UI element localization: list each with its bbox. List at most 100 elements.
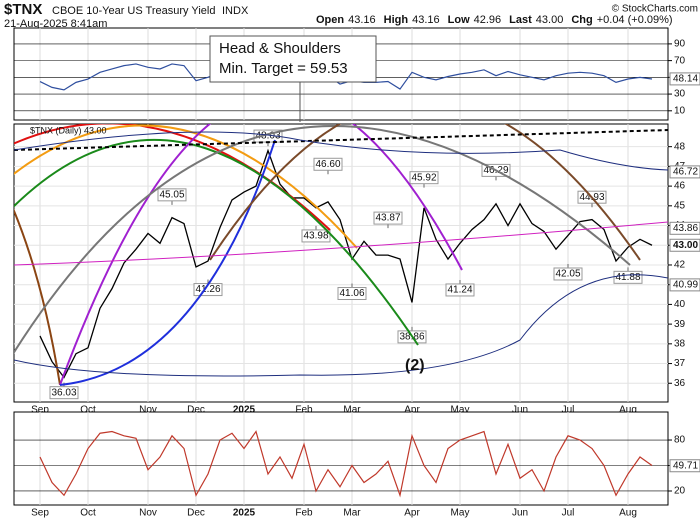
- y-tick-label: 38: [674, 338, 686, 349]
- pivot-label: 45.05: [159, 189, 184, 200]
- price-tag-label: 43.00: [673, 240, 698, 251]
- x-tick-label: Oct: [80, 508, 96, 519]
- y-tick-label: 48: [674, 141, 686, 152]
- x-tick-label: Feb: [295, 508, 313, 519]
- value-tag-label: 48.14: [673, 74, 698, 85]
- pivot-box: [313, 157, 343, 171]
- quote-value: +0.04 (+0.09%): [597, 14, 673, 26]
- moving-average: [14, 221, 668, 266]
- callout-box: [209, 35, 377, 83]
- x-tick-label: Nov: [139, 508, 157, 519]
- value-tag: [669, 459, 700, 473]
- quote-value: 43.00: [536, 14, 564, 26]
- datetime: 21-Aug-2025 8:41am: [4, 18, 107, 30]
- x-tick-label: May: [451, 508, 470, 519]
- x-tick-label: May: [451, 405, 470, 416]
- annotation: Head & Shoulders: [219, 40, 341, 57]
- panels: 103050709048.143637383940414243444546474…: [13, 27, 700, 519]
- instrument-name: CBOE 10-Year US Treasury Yield: [52, 5, 215, 17]
- arc: [209, 124, 641, 261]
- x-tick-label: Nov: [139, 405, 157, 416]
- quote-label: Chg: [571, 14, 592, 26]
- legend-entry: $TNX (Daily) 43.00: [30, 125, 107, 135]
- pivot-label: 45.92: [411, 172, 436, 183]
- price-tag: [669, 278, 700, 292]
- quote-label: Last: [509, 14, 532, 26]
- y-tick-label: 37: [674, 358, 686, 369]
- quote-label: Low: [448, 14, 470, 26]
- annotation: (2): [405, 357, 425, 374]
- pivot-label: 41.06: [339, 288, 364, 299]
- y-tick-label: 10: [674, 105, 686, 116]
- y-tick-label: 45: [674, 200, 686, 211]
- x-tick-label: Dec: [187, 508, 205, 519]
- y-tick-label: 90: [674, 39, 686, 50]
- x-tick-label: Apr: [404, 405, 420, 416]
- price-tag: [669, 221, 700, 235]
- pivot-label: 42.05: [555, 269, 580, 280]
- x-tick-label: Mar: [343, 405, 361, 416]
- pivot-label: 41.24: [447, 285, 472, 296]
- quote: Open 43.16 High 43.16 Low 42.96 Last 43.00 Chg +0…: [316, 14, 673, 26]
- x-tick-label: Sep: [31, 508, 49, 519]
- y-tick-label: 36: [674, 378, 686, 389]
- symbol: $TNX: [4, 1, 42, 18]
- arc: [14, 124, 358, 249]
- arc: [14, 125, 631, 355]
- value-tag-label: 49.71: [673, 460, 698, 471]
- pivot-box: [49, 386, 79, 400]
- y-tick-label: 80: [674, 435, 686, 446]
- cycle-arcs: [14, 124, 668, 386]
- y-tick-label: 70: [674, 55, 686, 66]
- x-tick-label: Jul: [562, 405, 575, 416]
- quote-label: Open: [316, 14, 344, 26]
- x-tick-label: Oct: [80, 405, 96, 416]
- y-tick-label: 42: [674, 260, 686, 271]
- x-tick-label: Aug: [619, 508, 637, 519]
- pivot-box: [373, 211, 403, 225]
- x-tick-label: Jul: [562, 508, 575, 519]
- y-tick-label: 20: [674, 486, 686, 497]
- y-tick-label: 39: [674, 319, 686, 330]
- pivot-box: [157, 188, 187, 202]
- quote-value: 42.96: [474, 14, 502, 26]
- x-tick-label: 2025: [233, 405, 256, 416]
- x-tick-label: Aug: [619, 405, 637, 416]
- lower-band: [14, 274, 668, 377]
- x-tick-label: Sep: [31, 405, 49, 416]
- pivot-label: 48.03: [255, 131, 280, 142]
- x-tick-label: Jun: [512, 508, 528, 519]
- y-tick-label: 30: [674, 89, 686, 100]
- price-tag: [669, 165, 700, 179]
- y-tick-label: 46: [674, 181, 686, 192]
- pivot-box: [301, 229, 331, 243]
- x-tick-label: Jun: [512, 405, 528, 416]
- pivot-label: 46.60: [315, 159, 340, 170]
- panel-frame: [13, 411, 669, 506]
- price-tag-label: 40.99: [673, 280, 698, 291]
- price-tag: [669, 238, 700, 252]
- x-tick-label: Feb: [295, 405, 313, 416]
- pivot-box: [337, 287, 367, 301]
- quote-value: 43.16: [412, 14, 440, 26]
- x-tick-label: Dec: [187, 405, 205, 416]
- upper-band: [14, 131, 668, 171]
- price-tag-label: 46.72: [673, 167, 698, 178]
- arc: [59, 139, 276, 386]
- pivot-label: 36.03: [51, 387, 76, 398]
- pivot-label: 43.87: [375, 213, 400, 224]
- x-tick-label: 2025: [233, 508, 256, 519]
- price-tag-label: 43.86: [673, 223, 698, 234]
- arc: [14, 138, 419, 346]
- arc: [14, 208, 61, 386]
- data-line: [39, 430, 653, 498]
- pivot-label: 41.26: [195, 284, 220, 295]
- quote-value: 43.16: [348, 14, 376, 26]
- pivot-box: [553, 267, 583, 281]
- x-tick-label: Mar: [343, 508, 361, 519]
- annotation: Min. Target = 59.53: [219, 60, 348, 77]
- x-tick-label: Apr: [404, 508, 420, 519]
- quote-label: High: [384, 14, 409, 26]
